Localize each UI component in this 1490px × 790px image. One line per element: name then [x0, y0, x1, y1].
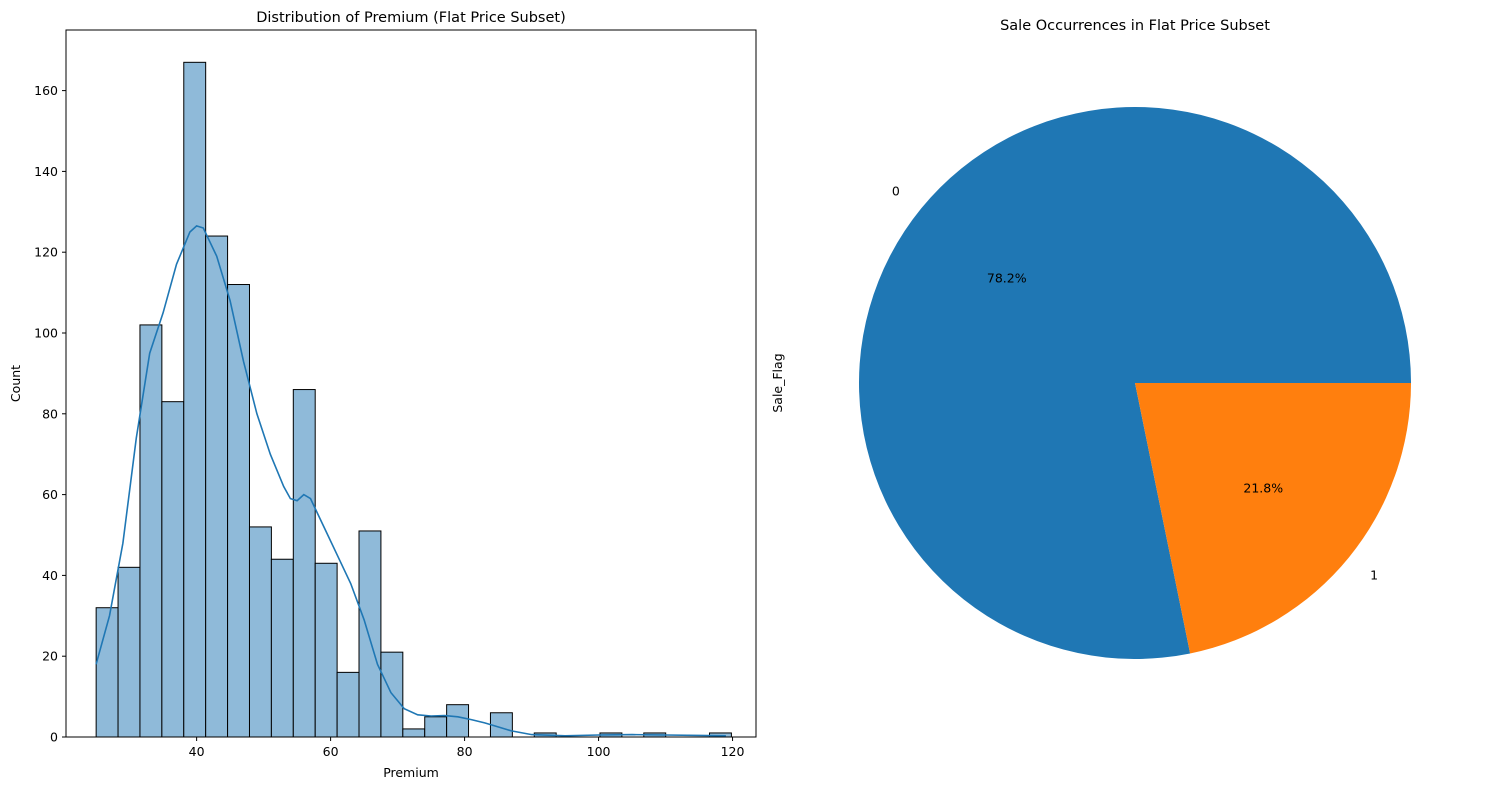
histogram-bar [248, 526, 272, 738]
x-tick-label: 40 [189, 744, 205, 759]
histogram-bar [292, 389, 316, 738]
pie-slice-0 [859, 107, 1411, 660]
pie-title: Sale Occurrences in Flat Price Subset [1000, 18, 1270, 34]
pie-chart: Sale Occurrences in Flat Price Subset Sa… [770, 18, 1411, 660]
histogram-y-axis-label: Count [8, 365, 23, 402]
histogram-x-axis: 40 60 80 100 120 [189, 737, 745, 759]
y-tick-label: 0 [50, 730, 58, 745]
x-tick-label: 120 [721, 744, 745, 759]
pie-labels: 0 78.2% 1 21.8% [892, 183, 1378, 582]
y-tick-label: 80 [42, 406, 58, 421]
pie-percent-label: 21.8% [1243, 480, 1283, 495]
histogram-bar [183, 61, 207, 738]
histogram-bar [161, 401, 185, 738]
histogram-bar [336, 671, 360, 738]
y-tick-label: 140 [34, 164, 58, 179]
histogram-bar [205, 235, 229, 738]
histogram-x-axis-label: Premium [383, 765, 439, 780]
pie-slices [859, 107, 1411, 660]
y-tick-label: 20 [42, 649, 58, 664]
pie-percent-label: 78.2% [987, 271, 1027, 286]
y-tick-label: 120 [34, 245, 58, 260]
pie-slice-1 [1135, 383, 1411, 654]
pie-y-axis-label: Sale_Flag [770, 353, 785, 412]
pie-category-label: 0 [892, 183, 900, 198]
histogram-bar [270, 558, 294, 738]
histogram-bar [424, 716, 448, 738]
x-tick-label: 80 [457, 744, 473, 759]
kde-line [95, 224, 726, 737]
histogram-title: Distribution of Premium (Flat Price Subs… [256, 10, 566, 26]
histogram-bar [314, 562, 338, 738]
histogram-y-axis: 0 20 40 60 80 100 120 140 160 [34, 83, 66, 745]
histogram-bar [117, 566, 141, 738]
pie-category-label: 1 [1370, 568, 1378, 583]
histogram-plot-area [65, 29, 757, 738]
x-tick-label: 100 [587, 744, 611, 759]
histogram-bar [446, 704, 470, 738]
x-tick-label: 60 [323, 744, 339, 759]
histogram-bar [358, 530, 382, 738]
histogram-frame [65, 29, 757, 738]
histogram-bar [227, 284, 250, 738]
y-tick-label: 40 [42, 568, 58, 583]
histogram-chart: Distribution of Premium (Flat Price Subs… [8, 10, 757, 780]
y-tick-label: 60 [42, 487, 58, 502]
y-tick-label: 100 [34, 326, 58, 341]
y-tick-label: 160 [34, 83, 58, 98]
histogram-bar [402, 728, 426, 738]
histogram-bar [139, 324, 163, 738]
